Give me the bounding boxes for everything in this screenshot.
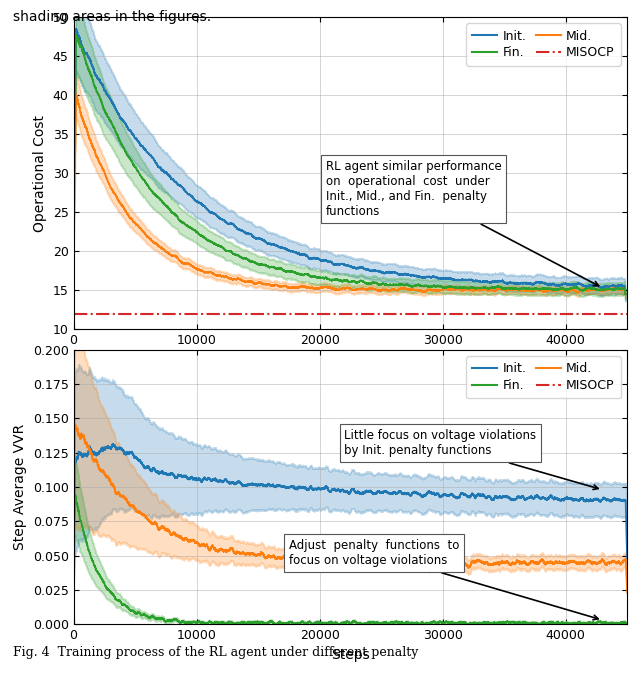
Text: Fig. 4  Training process of the RL agent under different penalty: Fig. 4 Training process of the RL agent … [13,646,418,659]
Y-axis label: Step Average VVR: Step Average VVR [13,424,27,550]
Text: RL agent similar performance
on  operational  cost  under
Init., Mid., and Fin. : RL agent similar performance on operatio… [326,160,598,286]
Text: shading areas in the figures.: shading areas in the figures. [13,10,211,24]
Text: Adjust  penalty  functions  to
focus on voltage violations: Adjust penalty functions to focus on vol… [289,539,598,619]
X-axis label: Steps: Steps [331,648,370,662]
Text: Little focus on voltage violations
by Init. penalty functions: Little focus on voltage violations by In… [344,429,598,490]
Y-axis label: Operational Cost: Operational Cost [33,115,47,232]
Legend: Init., Fin., Mid., MISOCP: Init., Fin., Mid., MISOCP [466,356,621,399]
Legend: Init., Fin., Mid., MISOCP: Init., Fin., Mid., MISOCP [466,23,621,66]
